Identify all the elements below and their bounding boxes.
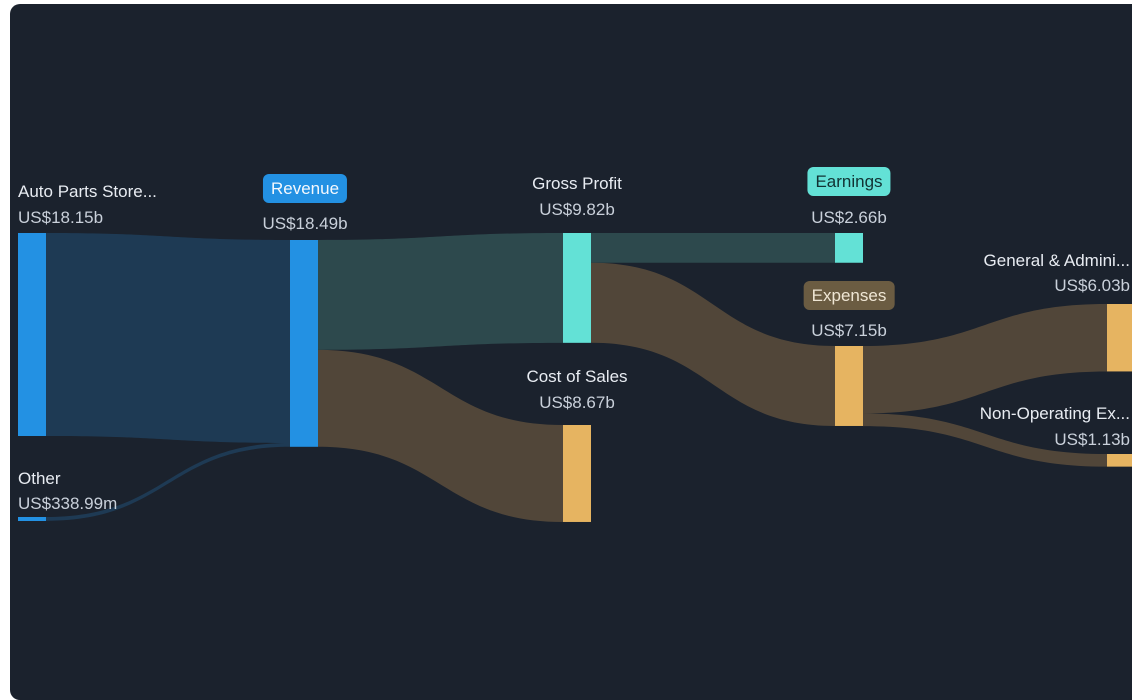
node-bar-gross-profit (563, 233, 591, 343)
node-value-non-operating: US$1.13b (1054, 430, 1130, 449)
flow-revenue-to-gross-profit (318, 233, 563, 350)
flow-other-to-revenue (46, 443, 290, 521)
node-label-earnings: Earnings (807, 167, 891, 196)
node-label-general-admin: General & Admini... (983, 251, 1130, 270)
node-bar-non-operating (1107, 454, 1132, 467)
node-bar-general-admin (1107, 304, 1132, 372)
node-value-general-admin: US$6.03b (1054, 276, 1130, 295)
node-bar-cost-of-sales (563, 425, 591, 522)
flow-nodes (18, 233, 1132, 522)
node-bar-revenue (290, 240, 318, 447)
flow-auto-parts-to-revenue (46, 233, 290, 443)
node-label-expenses: Expenses (803, 281, 895, 310)
node-value-earnings: US$2.66b (811, 208, 887, 227)
node-value-gross-profit: US$9.82b (539, 200, 615, 219)
flow-expenses-to-non-operating (863, 413, 1107, 467)
flow-gross-profit-to-earnings (591, 233, 835, 263)
node-bar-auto-parts (18, 233, 46, 436)
flow-gross-profit-to-expenses (591, 262, 835, 426)
node-label-revenue: Revenue (262, 174, 348, 203)
node-label-auto-parts: Auto Parts Store... (18, 182, 157, 201)
node-label-non-operating: Non-Operating Ex... (979, 404, 1130, 423)
node-bar-expenses (835, 346, 863, 426)
sankey-chart (18, 233, 1132, 522)
flow-revenue-to-cost-of-sales (318, 349, 563, 522)
node-value-revenue: US$18.49b (262, 214, 348, 233)
node-value-other: US$338.99m (18, 494, 118, 513)
sankey-chart-card: Auto Parts Store... US$18.15b Other US$3… (10, 4, 1132, 700)
node-label-other: Other (18, 469, 61, 488)
node-label-cost-of-sales: Cost of Sales (526, 367, 628, 386)
node-label-gross-profit: Gross Profit (532, 174, 622, 193)
flow-links (46, 233, 1107, 522)
node-value-expenses: US$7.15b (811, 321, 887, 340)
node-bar-earnings (835, 233, 863, 263)
node-value-auto-parts: US$18.15b (18, 208, 104, 227)
node-bar-other (18, 517, 46, 521)
flow-expenses-to-general-admin (863, 304, 1107, 414)
node-value-cost-of-sales: US$8.67b (539, 393, 615, 412)
